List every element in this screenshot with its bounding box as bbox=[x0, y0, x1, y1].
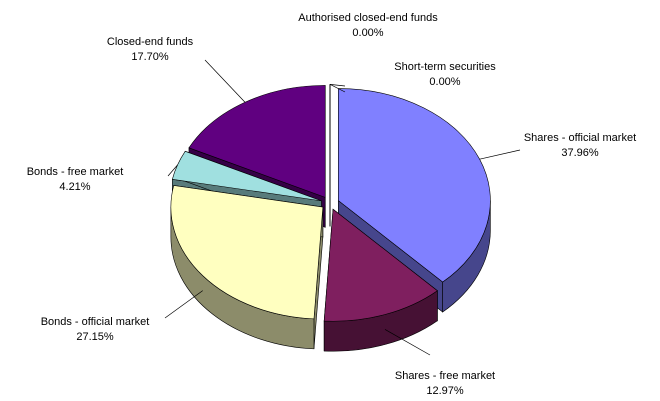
leader-line bbox=[164, 290, 203, 319]
slice bbox=[323, 208, 438, 322]
slice-label: Bonds - official market bbox=[41, 316, 150, 328]
leader-line bbox=[167, 164, 178, 177]
slice-value-label: 37.96% bbox=[561, 147, 599, 159]
slice bbox=[188, 85, 326, 198]
slice bbox=[170, 185, 324, 320]
leader-line bbox=[329, 84, 346, 93]
slice-label: Short-term securities bbox=[394, 61, 496, 73]
slice-value-label: 0.00% bbox=[352, 27, 383, 39]
slice-value-label: 4.21% bbox=[59, 181, 90, 193]
slice-value-label: 17.70% bbox=[131, 51, 169, 63]
slice-label: Bonds - free market bbox=[27, 166, 124, 178]
leader-line bbox=[384, 329, 431, 356]
slice-label: Closed-end funds bbox=[107, 36, 194, 48]
leader-line bbox=[479, 149, 521, 160]
slice-value-label: 27.15% bbox=[76, 331, 114, 343]
slice bbox=[171, 150, 322, 202]
leader-line bbox=[204, 59, 246, 103]
leader-line bbox=[329, 84, 346, 87]
slice-label: Shares - free market bbox=[395, 370, 495, 382]
slice-value-label: 12.97% bbox=[426, 385, 464, 397]
slice-label: Shares - official market bbox=[524, 132, 636, 144]
slice-label: Authorised closed-end funds bbox=[298, 12, 438, 24]
slice-value-label: 0.00% bbox=[429, 76, 460, 88]
